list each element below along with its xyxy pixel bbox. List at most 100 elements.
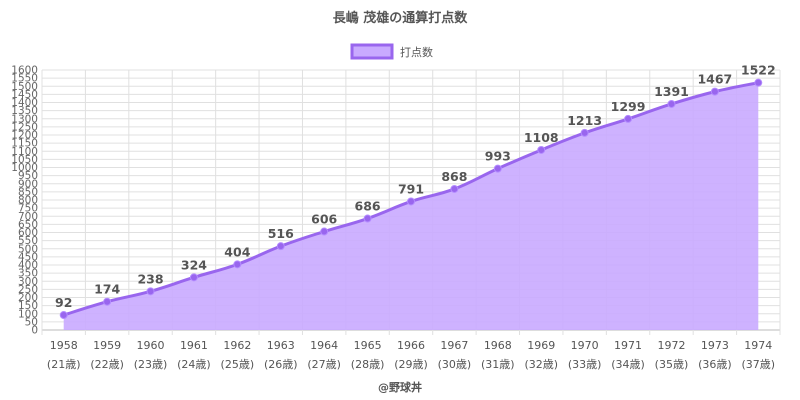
y-tick-label: 700 [18,211,38,223]
y-tick-label: 900 [18,178,38,190]
x-tick-label: 1959 [93,339,121,352]
y-tick-label: 1200 [11,130,38,142]
x-age-label: (30歳) [438,358,472,371]
data-point [450,184,459,193]
y-tick-label: 100 [18,308,38,320]
data-label: 1108 [524,130,559,145]
data-label: 92 [55,295,72,310]
y-tick-label: 400 [18,260,38,272]
y-tick-label: 1300 [11,113,38,125]
x-tick-label: 1965 [354,339,382,352]
data-point [233,260,242,269]
x-age-label: (32歳) [524,358,558,371]
x-age-label: (29歳) [394,358,428,371]
y-tick-label: 250 [18,284,38,296]
data-label: 404 [224,244,250,259]
data-point [624,114,633,123]
y-tick-label: 1600 [11,65,38,77]
data-label: 791 [398,181,424,196]
x-age-label: (36歳) [698,358,732,371]
data-point [710,87,719,96]
x-tick-label: 1963 [267,339,295,352]
series-area [63,81,759,330]
y-tick-label: 150 [18,300,38,312]
credit-text: @野球丼 [378,380,422,394]
x-tick-label: 1958 [50,339,78,352]
x-age-label: (34歳) [611,358,645,371]
data-label: 1522 [741,63,776,78]
x-age-label: (22歳) [90,358,124,371]
chart-title: 長嶋 茂雄の通算打点数 [333,10,469,26]
data-label: 868 [441,169,467,184]
data-point [363,214,372,223]
data-label: 174 [94,282,120,297]
legend-swatch [350,43,394,60]
x-tick-label: 1964 [310,339,338,352]
y-tick-label: 1100 [11,146,38,158]
data-points [59,78,763,320]
data-label: 1213 [567,113,602,128]
y-tick-label: 1050 [11,154,38,166]
y-tick-label: 800 [18,195,38,207]
data-point [754,78,763,87]
x-age-label: (28歳) [351,358,385,371]
x-tick-label: 1969 [527,339,555,352]
x-age-label: (37歳) [741,358,775,371]
data-point [276,242,285,251]
y-axis: 0501001502002503003504004505005506006507… [11,65,38,337]
x-tick-label: 1970 [571,339,599,352]
data-label: 1299 [611,99,646,114]
x-age-label: (23歳) [134,358,168,371]
x-tick-label: 1961 [180,339,208,352]
y-tick-label: 1550 [11,73,38,85]
data-label: 516 [268,226,294,241]
x-age-label: (21歳) [47,358,81,371]
data-label: 686 [355,199,381,214]
data-labels: 92 174 238 324 404 516 606 686 791 868 993 1108 1213… [55,63,776,310]
x-tick-label: 1968 [484,339,512,352]
x-age-label: (25歳) [221,358,255,371]
y-tick-label: 550 [18,235,38,247]
x-tick-label: 1960 [137,339,165,352]
y-tick-label: 1350 [11,105,38,117]
data-label: 324 [181,257,207,272]
y-tick-label: 850 [18,186,38,198]
data-point [59,311,68,320]
y-tick-label: 1400 [11,97,38,109]
y-tick-label: 650 [18,219,38,231]
data-label: 1391 [654,84,689,99]
y-tick-label: 350 [18,268,38,280]
y-tick-label: 1150 [11,138,38,150]
x-tick-label: 1972 [657,339,685,352]
x-tick-label: 1971 [614,339,642,352]
y-tick-label: 0 [31,325,38,337]
legend[interactable]: 打点数 [350,43,433,60]
data-label: 606 [311,212,337,227]
data-label: 993 [485,149,511,164]
data-point [667,99,676,108]
y-tick-label: 1000 [11,162,38,174]
x-axis: 1958 (21歳) 1959 (22歳) 1960 (23歳) 1961 (24歳) 1962… [47,339,775,371]
y-tick-label: 450 [18,251,38,263]
x-age-label: (26歳) [264,358,298,371]
data-point [537,145,546,154]
y-tick-label: 1450 [11,89,38,101]
y-tick-label: 200 [18,292,38,304]
x-tick-label: 1962 [223,339,251,352]
series-area-fill [63,82,759,330]
legend-label: 打点数 [400,45,433,59]
x-tick-label: 1973 [701,339,729,352]
x-age-label: (27歳) [307,358,341,371]
x-tick-label: 1967 [440,339,468,352]
data-point [103,297,112,306]
x-tick-label: 1966 [397,339,425,352]
data-point [407,197,415,206]
data-point [580,128,589,137]
y-tick-label: 600 [18,227,38,239]
y-tick-label: 750 [18,203,38,215]
data-point [320,227,329,236]
x-age-label: (35歳) [655,358,689,371]
x-age-label: (31歳) [481,358,515,371]
